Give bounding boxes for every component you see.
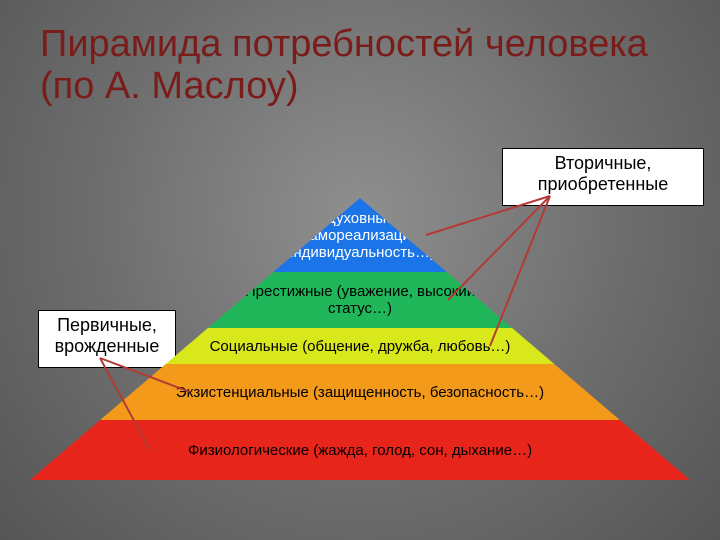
pyramid-level-label-3: Экзистенциальные (защищенность, безопасн… — [170, 384, 550, 401]
pyramid-level-4: Физиологические (жажда, голод, сон, дыха… — [30, 420, 690, 480]
label-secondary-needs: Вторичные, приобретенные — [502, 148, 704, 206]
pyramid-level-3: Экзистенциальные (защищенность, безопасн… — [100, 364, 620, 420]
pyramid-level-label-4: Физиологические (жажда, голод, сон, дыха… — [182, 442, 538, 459]
pyramid-level-label-2: Социальные (общение, дружба, любовь…) — [204, 338, 517, 355]
pyramid-level-label-1: Престижные (уважение, высокий статус…) — [208, 283, 512, 317]
label-primary-needs: Первичные, врожденные — [38, 310, 176, 368]
pyramid-level-2: Социальные (общение, дружба, любовь…) — [166, 328, 555, 364]
pyramid-level-0: Духовные (самореализация, индивидуальнос… — [273, 198, 446, 272]
pyramid-level-label-0: Духовные (самореализация, индивидуальнос… — [273, 210, 446, 261]
slide: Пирамида потребностей человека (по А. Ма… — [0, 0, 720, 540]
slide-title: Пирамида потребностей человека (по А. Ма… — [40, 24, 680, 108]
pyramid-level-1: Престижные (уважение, высокий статус…) — [208, 272, 512, 328]
